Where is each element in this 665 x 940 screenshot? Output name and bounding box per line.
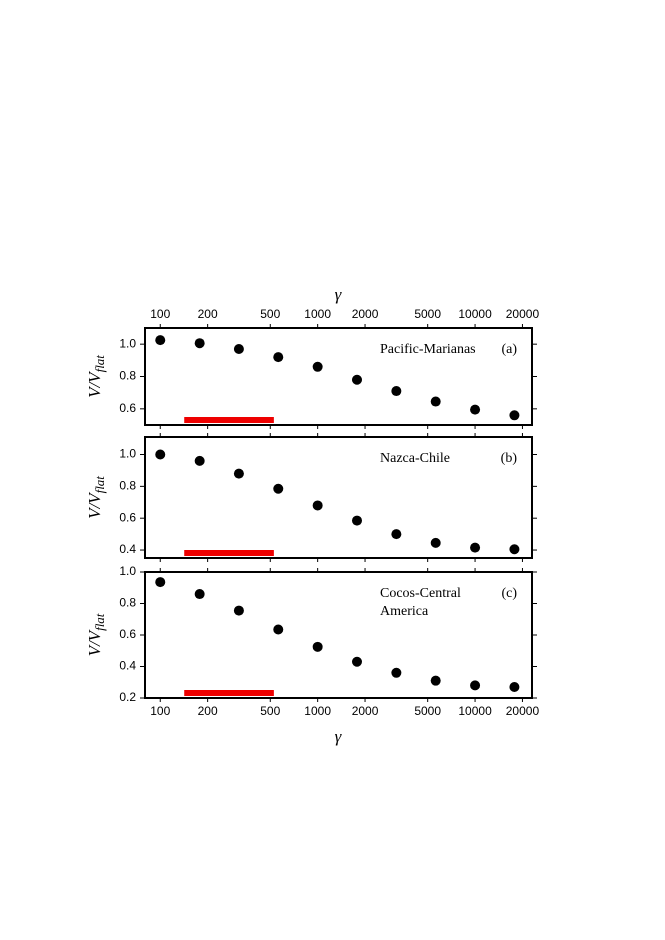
- highlight-bar: [184, 550, 274, 556]
- x-tick-label: 100: [150, 307, 170, 321]
- y-axis-label-main: V/V: [85, 370, 104, 398]
- data-point: [312, 500, 323, 511]
- panel-label: (c): [501, 586, 517, 601]
- panel-title: Nazca-Chile: [380, 451, 450, 466]
- y-axis-label-sub: flat: [92, 613, 107, 631]
- x-axis-label: γ: [335, 285, 343, 304]
- x-tick-label: 20000: [506, 307, 540, 321]
- data-point: [509, 410, 520, 421]
- data-point: [391, 386, 402, 397]
- data-point: [470, 542, 481, 553]
- y-axis-label: V/Vflat: [85, 355, 107, 398]
- data-point: [273, 483, 284, 494]
- y-tick-label: 0.6: [119, 401, 136, 415]
- y-tick-label: 0.8: [119, 479, 136, 493]
- x-tick-label: 2000: [352, 307, 379, 321]
- data-point: [430, 396, 441, 407]
- y-tick-label: 0.8: [119, 596, 136, 610]
- y-tick-label: 1.0: [119, 564, 136, 578]
- y-axis-label: V/Vflat: [85, 476, 107, 519]
- data-point: [391, 529, 402, 540]
- y-tick-label: 0.6: [119, 510, 136, 524]
- y-tick-label: 0.4: [119, 542, 136, 556]
- y-axis-label-main: V/V: [85, 491, 104, 519]
- y-tick-label: 1.0: [119, 447, 136, 461]
- plot-frame: [144, 327, 533, 426]
- x-tick-label: 500: [260, 307, 280, 321]
- y-tick-label: 0.6: [119, 627, 136, 641]
- panel-label: (b): [501, 451, 518, 466]
- data-point: [430, 537, 441, 548]
- highlight-bar: [184, 417, 274, 423]
- data-point: [233, 605, 244, 616]
- data-point: [312, 641, 323, 652]
- y-axis-label-sub: flat: [92, 355, 107, 373]
- data-point: [194, 338, 205, 349]
- x-tick-label: 20000: [506, 704, 540, 718]
- data-point: [351, 656, 362, 667]
- plot-frame: [144, 571, 533, 699]
- x-tick-label: 5000: [414, 307, 441, 321]
- data-point: [509, 681, 520, 692]
- x-tick-label: 1000: [304, 307, 331, 321]
- data-point: [194, 455, 205, 466]
- data-point: [194, 589, 205, 600]
- data-point: [470, 404, 481, 415]
- data-point: [391, 667, 402, 678]
- x-axis-label: γ: [335, 727, 343, 746]
- panel-title: Cocos-Central: [380, 586, 461, 601]
- data-point: [273, 352, 284, 363]
- y-tick-label: 0.8: [119, 369, 136, 383]
- x-tick-label: 1000: [304, 704, 331, 718]
- y-axis-label-main: V/V: [85, 628, 104, 656]
- data-point: [312, 361, 323, 372]
- x-tick-label: 10000: [458, 307, 492, 321]
- x-tick-label: 500: [260, 704, 280, 718]
- data-point: [155, 335, 166, 346]
- x-tick-label: 200: [198, 704, 218, 718]
- plot-frame: [144, 436, 533, 559]
- data-point: [155, 577, 166, 588]
- y-axis-label-sub: flat: [92, 476, 107, 494]
- panel-title: America: [380, 604, 429, 619]
- highlight-bar: [184, 690, 274, 696]
- y-tick-label: 1.0: [119, 336, 136, 350]
- data-point: [155, 449, 166, 460]
- data-point: [430, 675, 441, 686]
- panel-label: (a): [501, 342, 517, 357]
- data-point: [351, 374, 362, 385]
- y-tick-label: 0.4: [119, 659, 136, 673]
- x-tick-label: 10000: [458, 704, 492, 718]
- panel-title: Pacific-Marianas: [380, 342, 476, 357]
- data-point: [273, 624, 284, 635]
- data-point: [233, 344, 244, 355]
- data-point: [351, 515, 362, 526]
- x-tick-label: 100: [150, 704, 170, 718]
- y-tick-label: 0.2: [119, 690, 136, 704]
- data-point: [233, 468, 244, 479]
- x-tick-label: 2000: [352, 704, 379, 718]
- x-tick-label: 5000: [414, 704, 441, 718]
- data-point: [470, 680, 481, 691]
- y-axis-label: V/Vflat: [85, 613, 107, 656]
- data-point: [509, 544, 520, 555]
- x-tick-label: 200: [198, 307, 218, 321]
